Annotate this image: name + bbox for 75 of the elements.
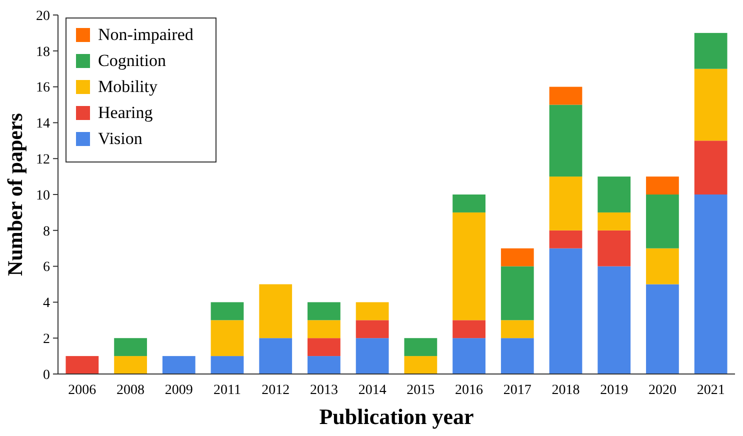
bar: [598, 176, 631, 212]
y-tick-label: 12: [36, 152, 50, 168]
bar: [259, 284, 292, 338]
x-tick-label: 2012: [262, 383, 290, 398]
legend-label: Non-impaired: [98, 25, 194, 44]
bar: [452, 194, 486, 212]
x-tick-label: 2016: [455, 383, 484, 398]
x-tick-label: 2008: [116, 383, 145, 398]
y-tick-label: 2: [43, 332, 50, 347]
legend-label: Mobility: [98, 77, 158, 96]
bar: [549, 176, 582, 230]
bar: [646, 176, 679, 194]
bar: [308, 338, 340, 356]
bar: [356, 320, 389, 338]
x-tick-label: 2011: [214, 383, 241, 398]
bar: [694, 194, 728, 374]
y-tick-label: 18: [36, 44, 50, 60]
x-tick-label: 2006: [68, 383, 96, 398]
bar: [549, 248, 582, 374]
y-tick-label: 4: [43, 296, 50, 312]
bar: [694, 68, 728, 141]
bar: [598, 266, 631, 374]
bar: [356, 338, 389, 374]
y-tick-label: 8: [43, 224, 50, 240]
y-axis-title: Number of papers: [3, 113, 27, 276]
bar: [694, 32, 728, 69]
bar: [308, 320, 340, 338]
bar: [210, 356, 244, 374]
x-tick-label: 2019: [600, 383, 628, 398]
bar: [114, 338, 147, 356]
bar: [598, 230, 631, 266]
y-tick-label: 0: [43, 368, 50, 383]
x-tick-label: 2009: [164, 383, 193, 398]
bar: [500, 248, 534, 266]
y-tick-label: 10: [36, 188, 50, 204]
legend-label: Vision: [98, 129, 143, 148]
bar: [259, 338, 292, 374]
bar: [66, 356, 99, 374]
bar: [500, 320, 534, 338]
bar: [452, 320, 486, 338]
bar: [210, 302, 244, 320]
bar: [500, 266, 534, 320]
x-tick-label: 2020: [648, 383, 676, 398]
bar: [404, 338, 438, 356]
bar: [114, 356, 147, 374]
x-tick-label: 2015: [406, 383, 435, 398]
x-tick-label: 2021: [696, 383, 725, 398]
bar: [500, 338, 534, 374]
y-tick-label: 16: [36, 80, 50, 96]
bar: [404, 356, 438, 374]
bar: [210, 320, 244, 356]
bar: [162, 356, 196, 374]
bar: [549, 230, 582, 248]
y-tick-label: 20: [36, 8, 50, 24]
bar: [646, 194, 679, 248]
bar: [646, 284, 679, 374]
legend-label: Hearing: [98, 103, 154, 122]
x-axis-title: Publication year: [319, 404, 474, 429]
bar: [452, 338, 486, 374]
bar: [308, 302, 340, 320]
x-tick-label: 2014: [358, 383, 386, 398]
bar: [646, 248, 679, 284]
bar: [549, 104, 582, 177]
bar: [598, 212, 631, 230]
y-tick-label: 6: [43, 260, 50, 276]
bar: [694, 140, 728, 194]
bar: [452, 212, 486, 320]
x-tick-label: 2013: [310, 383, 338, 398]
y-tick-label: 14: [36, 116, 50, 132]
bar: [356, 302, 389, 320]
bar: [308, 356, 340, 374]
x-tick-label: 2017: [503, 383, 532, 398]
legend-label: Cognition: [98, 51, 167, 70]
x-tick-label: 2018: [552, 383, 580, 398]
bar: [549, 86, 582, 105]
